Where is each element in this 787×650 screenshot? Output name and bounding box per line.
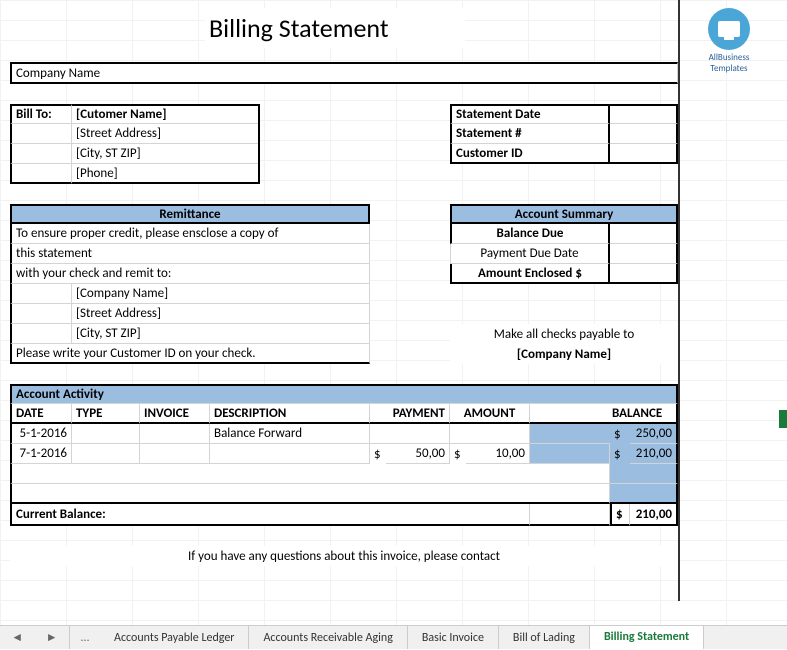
- spreadsheet-area: Billing Statement AllBusiness Templates …: [0, 0, 787, 625]
- statement-date-label: Statement Date: [450, 104, 610, 124]
- rem-sp3: [10, 324, 72, 344]
- tab-accounts-payable[interactable]: Accounts Payable Ledger: [100, 626, 249, 649]
- r2-amount[interactable]: 10,00: [466, 444, 530, 464]
- tab-basic-invoice[interactable]: Basic Invoice: [408, 626, 499, 649]
- customer-id-label: Customer ID: [450, 144, 610, 164]
- col-balance: BALANCE: [530, 404, 678, 424]
- r2-pay-sym: $: [370, 444, 386, 464]
- col-description: DESCRIPTION: [210, 404, 370, 424]
- company-name-row: Company Name: [10, 62, 678, 84]
- tab-accounts-receivable[interactable]: Accounts Receivable Aging: [249, 626, 407, 649]
- r1-amount[interactable]: [450, 424, 530, 444]
- r2-amt-sym: $: [450, 444, 466, 464]
- nav-prev-icon[interactable]: ◄: [11, 630, 23, 645]
- current-balance-sym: $: [610, 504, 630, 526]
- bill-to-phone[interactable]: [Phone]: [72, 164, 260, 184]
- current-balance-value: 210,00: [630, 504, 678, 526]
- payment-due-label: Payment Due Date: [450, 244, 610, 264]
- r1-payment[interactable]: [370, 424, 450, 444]
- r2-bal-wrap: [530, 444, 610, 464]
- customer-id-value[interactable]: [610, 144, 678, 164]
- payable-to-label: Make all checks payable to: [450, 324, 678, 344]
- r2-payment[interactable]: 50,00: [386, 444, 450, 464]
- summary-header: Account Summary: [450, 204, 678, 224]
- bill-to-street[interactable]: [Street Address]: [72, 124, 260, 144]
- r1-bal-sym: $: [610, 424, 630, 444]
- remittance-footer: Please write your Customer ID on your ch…: [10, 344, 370, 364]
- payment-due-value[interactable]: [610, 244, 678, 264]
- r2-desc[interactable]: [210, 444, 370, 464]
- tab-more-icon[interactable]: …: [70, 626, 100, 649]
- col-date: DATE: [10, 404, 72, 424]
- r2-invoice[interactable]: [140, 444, 210, 464]
- empty-row-2b[interactable]: [610, 484, 678, 504]
- logo-text: AllBusiness Templates: [693, 52, 765, 74]
- page-break-line: [678, 0, 680, 601]
- col-payment: PAYMENT: [370, 404, 450, 424]
- rem-sp2: [10, 304, 72, 324]
- payable-to-company[interactable]: [Company Name]: [450, 344, 678, 364]
- nav-next-icon[interactable]: ►: [46, 630, 58, 645]
- empty-row-2a[interactable]: [10, 484, 610, 504]
- scroll-indicator: [779, 410, 787, 428]
- r2-date[interactable]: 7-1-2016: [10, 444, 72, 464]
- r2-bal-sym: $: [610, 444, 630, 464]
- remittance-company[interactable]: [Company Name]: [72, 284, 370, 304]
- current-balance-label: Current Balance:: [10, 504, 530, 526]
- bill-to-spacer3: [10, 164, 72, 184]
- r2-balance[interactable]: 210,00: [630, 444, 678, 464]
- bill-to-city[interactable]: [City, ST ZIP]: [72, 144, 260, 164]
- rem-sp1: [10, 284, 72, 304]
- balance-due-value[interactable]: [610, 224, 678, 244]
- r1-bal-wrap: [530, 424, 617, 444]
- statement-number-value[interactable]: [610, 124, 678, 144]
- statement-date-value[interactable]: [610, 104, 678, 124]
- statement-number-label: Statement #: [450, 124, 610, 144]
- bill-to-spacer2: [10, 144, 72, 164]
- amount-enclosed-label: Amount Enclosed $: [450, 264, 610, 284]
- r1-type[interactable]: [72, 424, 140, 444]
- remittance-city[interactable]: [City, ST ZIP]: [72, 324, 370, 344]
- tab-bill-of-lading[interactable]: Bill of Lading: [499, 626, 590, 649]
- balance-due-label: Balance Due: [450, 224, 610, 244]
- empty-row-1a[interactable]: [10, 464, 610, 484]
- logo-badge: AllBusiness Templates: [693, 8, 765, 74]
- bill-to-name[interactable]: [Cutomer Name]: [72, 104, 260, 124]
- col-type: TYPE: [72, 404, 140, 424]
- bill-to-label: Bill To:: [10, 104, 72, 124]
- remittance-street[interactable]: [Street Address]: [72, 304, 370, 324]
- r1-invoice[interactable]: [140, 424, 210, 444]
- col-amount: AMOUNT: [450, 404, 530, 424]
- remittance-line2: this statement: [10, 244, 370, 264]
- cb-spacer: [530, 504, 610, 526]
- sheet-tabs: ◄ ► … Accounts Payable Ledger Accounts R…: [0, 625, 787, 649]
- empty-row-1b[interactable]: [610, 464, 678, 484]
- col-invoice: INVOICE: [140, 404, 210, 424]
- remittance-line1: To ensure proper credit, please ensclose…: [10, 224, 370, 244]
- bill-to-spacer1: [10, 124, 72, 144]
- r2-type[interactable]: [72, 444, 140, 464]
- amount-enclosed-value[interactable]: [610, 264, 678, 284]
- remittance-header: Remittance: [10, 204, 370, 224]
- footer-note: If you have any questions about this inv…: [10, 546, 678, 566]
- page-title: Billing Statement: [205, 8, 465, 48]
- remittance-line3: with your check and remit to:: [10, 264, 370, 284]
- r1-balance[interactable]: 250,00: [630, 424, 678, 444]
- tab-nav-arrows[interactable]: ◄ ►: [0, 626, 70, 649]
- activity-header: Account Activity: [10, 384, 678, 404]
- tab-billing-statement[interactable]: Billing Statement: [590, 626, 704, 650]
- r1-date[interactable]: 5-1-2016: [10, 424, 72, 444]
- r1-desc[interactable]: Balance Forward: [210, 424, 370, 444]
- logo-icon: [708, 8, 750, 50]
- bill-to-right-border: [258, 104, 260, 184]
